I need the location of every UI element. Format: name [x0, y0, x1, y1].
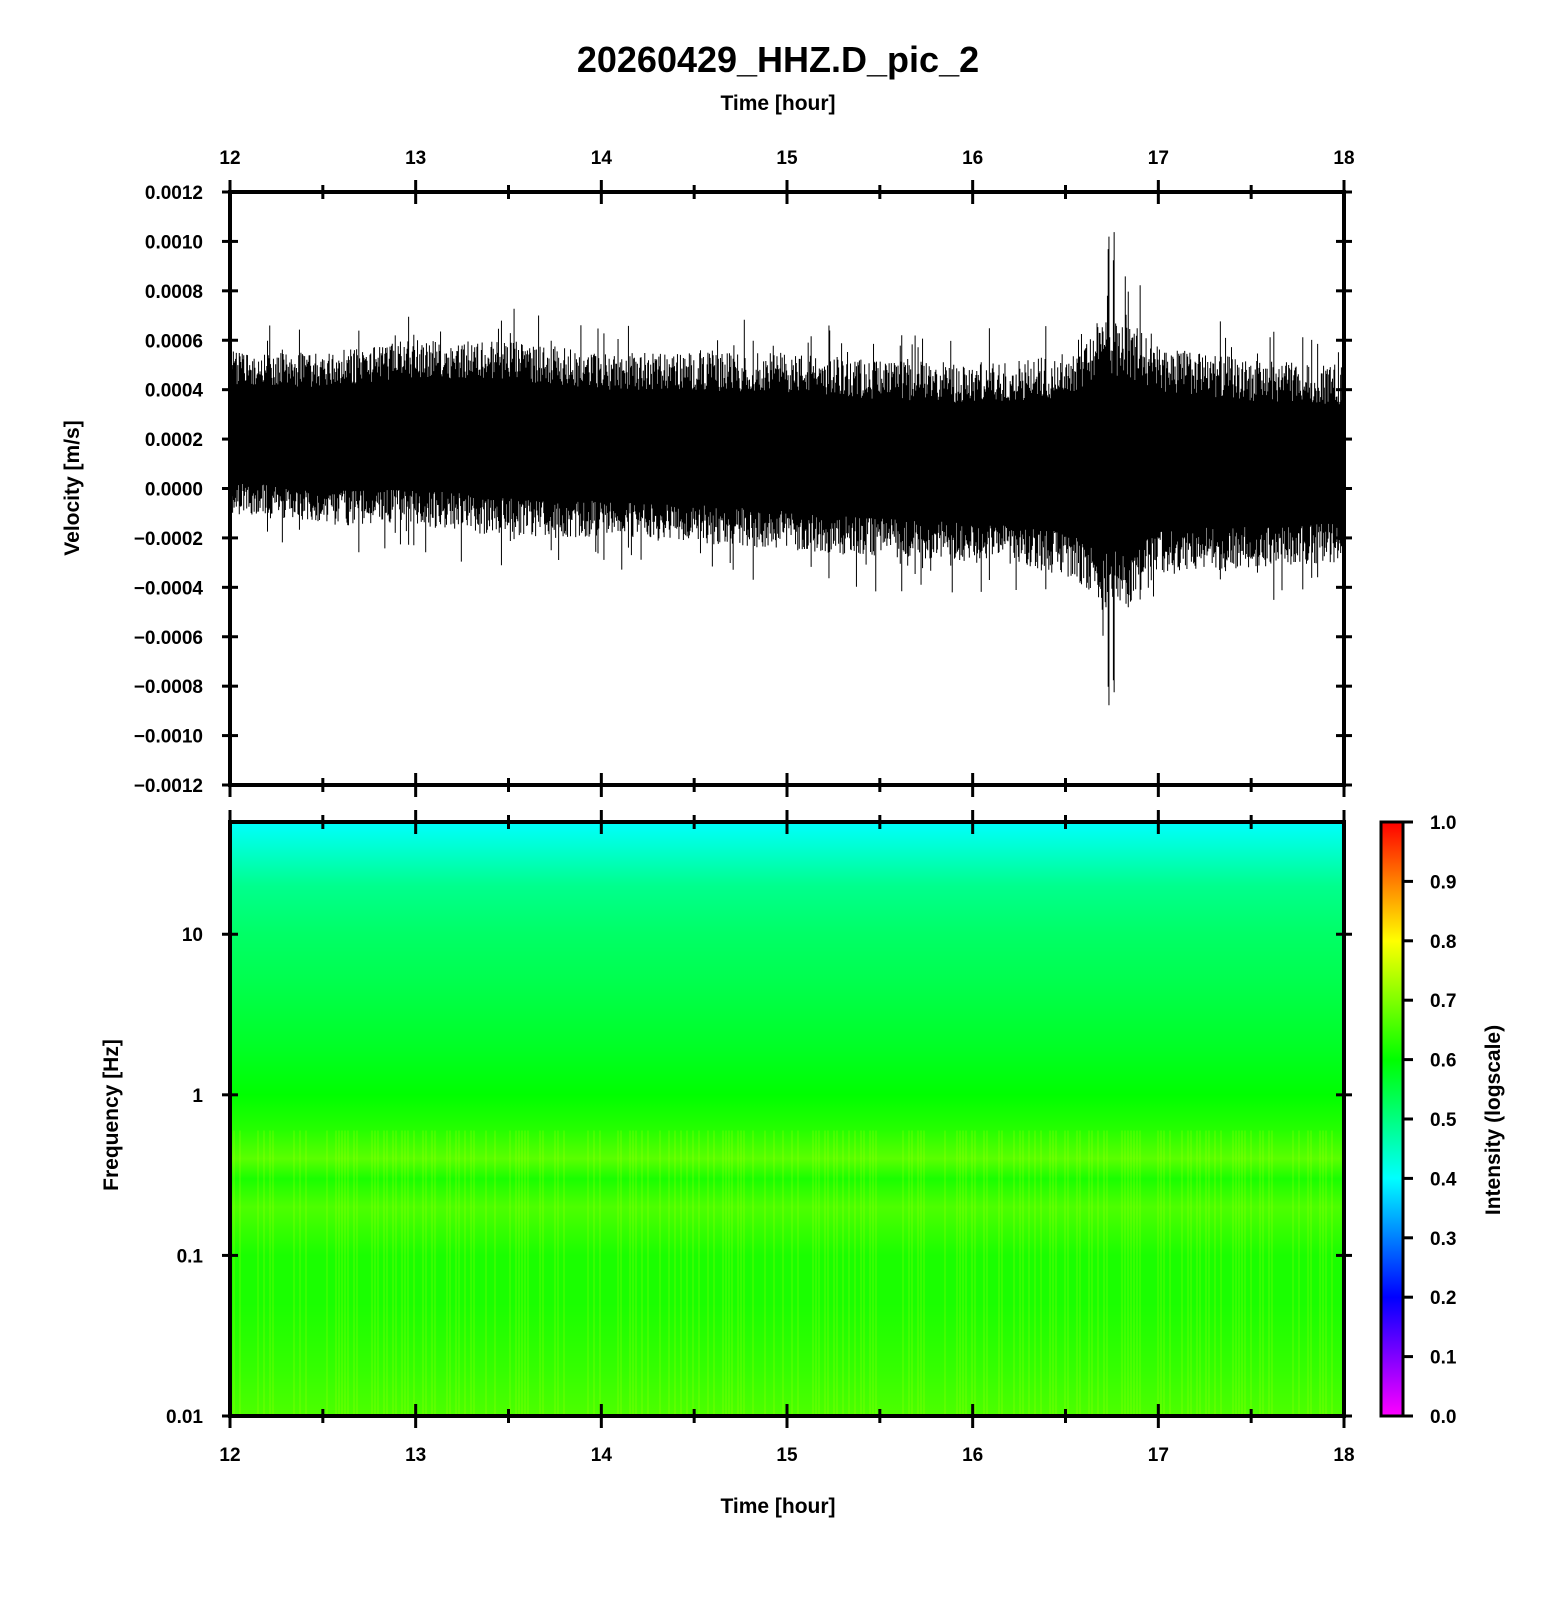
velocity-axis-label: Velocity [m/s] — [61, 420, 84, 555]
colorbar-tick-label: 0.4 — [1430, 1169, 1457, 1190]
colorbar-tick-label: 0.3 — [1430, 1229, 1456, 1250]
waveform-y-tick-label: 0.0012 — [145, 183, 203, 204]
spectrogram-x-tick-label: 13 — [405, 1445, 426, 1466]
waveform-y-tick-label: 0.0002 — [145, 430, 203, 451]
colorbar-tick-label: 0.7 — [1430, 991, 1456, 1012]
waveform-y-tick-label: 0.0008 — [145, 282, 203, 303]
colorbar-tick-label: 0.0 — [1430, 1407, 1456, 1428]
waveform-y-tick-label: 0.0006 — [145, 331, 203, 352]
waveform-y-tick-label: −0.0002 — [134, 529, 203, 550]
colorbar-gradient — [1381, 822, 1403, 1416]
waveform-y-tick-label: −0.0008 — [134, 677, 203, 698]
waveform-x-tick-label: 16 — [962, 148, 983, 169]
colorbar-tick-label: 0.9 — [1430, 872, 1456, 893]
frequency-axis-label: Frequency [Hz] — [100, 1039, 123, 1191]
chart-title: 20260429_HHZ.D_pic_2 — [577, 39, 979, 80]
colorbar-frame — [1379, 820, 1405, 1418]
spectrogram-y-tick-label: 0.01 — [166, 1407, 203, 1428]
waveform-y-tick-label: 0.0004 — [145, 381, 204, 402]
colorbar-tick-label: 0.8 — [1430, 932, 1456, 953]
spectrogram-column-texture — [233, 1130, 1333, 1416]
colorbar-label: Intensity (logscale) — [1482, 1025, 1505, 1215]
spectrogram-x-tick-label: 14 — [591, 1445, 613, 1466]
spectrogram-y-tick-label: 1 — [192, 1086, 203, 1107]
spectrogram-texture — [233, 1130, 1333, 1416]
waveform-y-tick-label: −0.0006 — [134, 628, 203, 649]
waveform-x-tick-label: 17 — [1148, 148, 1169, 169]
spectrogram-x-tick-label: 15 — [776, 1445, 798, 1466]
waveform-frame — [228, 190, 1346, 787]
colorbar: 1.0 0.9 0.8 0.7 0.6 0.5 0.4 0.3 0.2 0.1 0.0 — [1379, 813, 1457, 1428]
waveform-y-tick-label: −0.0012 — [134, 776, 203, 797]
colorbar-tick-label: 1.0 — [1430, 813, 1456, 834]
top-x-axis-label: Time [hour] — [720, 92, 835, 115]
spectrogram-x-tick-label: 17 — [1148, 1445, 1169, 1466]
waveform-x-tick-label: 14 — [591, 148, 613, 169]
colorbar-tick-label: 0.5 — [1430, 1110, 1457, 1131]
spectrogram-frame — [228, 820, 1346, 1418]
waveform-y-tick-label: 0.0010 — [145, 232, 203, 253]
spectrogram-x-tick-label: 12 — [219, 1445, 240, 1466]
waveform-x-tick-label: 13 — [405, 148, 426, 169]
waveform-y-tick-label: −0.0010 — [134, 727, 203, 748]
waveform-y-tick-label: −0.0004 — [134, 578, 204, 599]
waveform-y-tick-label: 0.0000 — [145, 480, 203, 501]
waveform-x-tick-label: 18 — [1333, 148, 1354, 169]
waveform-x-tick-label: 12 — [219, 148, 240, 169]
colorbar-tick-label: 0.1 — [1430, 1348, 1457, 1369]
spectrogram-x-tick-label: 18 — [1333, 1445, 1354, 1466]
colorbar-ticks: 1.0 0.9 0.8 0.7 0.6 0.5 0.4 0.3 0.2 0.1 0.0 — [1403, 813, 1457, 1428]
waveform-x-tick-label: 15 — [776, 148, 798, 169]
spectrogram-x-tick-label: 16 — [962, 1445, 983, 1466]
spectrogram-panel: 12 13 14 15 16 17 18 10 1 0.1 0.01 — [166, 810, 1355, 1466]
waveform-core-band — [230, 392, 1344, 529]
waveform-panel: 12 13 14 15 16 17 18 0.0012 0.0010 0.0008 0.0006 0.… — [134, 148, 1355, 797]
spectrogram-y-tick-label: 10 — [182, 925, 203, 946]
waveform-series — [230, 232, 1344, 706]
colorbar-tick-label: 0.6 — [1430, 1051, 1456, 1072]
spectrogram-image — [230, 822, 1344, 1416]
colorbar-tick-label: 0.2 — [1430, 1288, 1456, 1309]
bottom-x-axis-label: Time [hour] — [720, 1495, 835, 1518]
spectrogram-y-tick-label: 0.1 — [177, 1246, 204, 1267]
